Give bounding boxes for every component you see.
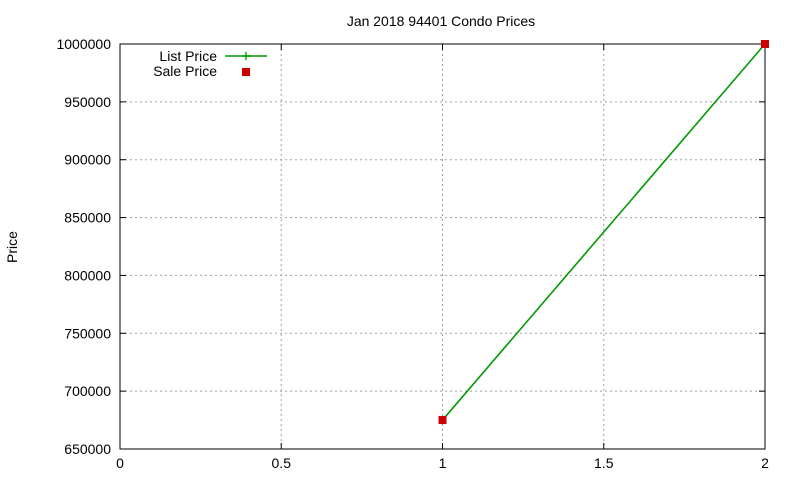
sale-price-point xyxy=(761,40,769,48)
y-tick-label: 1000000 xyxy=(56,36,111,52)
y-tick-label: 750000 xyxy=(64,325,111,341)
legend-marker-sale-price xyxy=(242,68,250,76)
legend-label-sale-price: Sale Price xyxy=(153,63,217,79)
y-tick-label: 900000 xyxy=(64,152,111,168)
x-tick-label: 0 xyxy=(116,455,124,471)
x-tick-label: 2 xyxy=(761,455,769,471)
legend-marker-list-price xyxy=(242,52,250,60)
tick-labels: 0 0.5 1 1.5 2 650000 700000 750000 800000 850000 9… xyxy=(56,36,769,471)
y-tick-label: 800000 xyxy=(64,267,111,283)
chart-title: Jan 2018 94401 Condo Prices xyxy=(347,13,535,29)
y-axis-label: Price xyxy=(4,231,20,263)
x-tick-label: 0.5 xyxy=(272,455,292,471)
y-tick-label: 950000 xyxy=(64,94,111,110)
series-layer xyxy=(438,40,769,425)
y-tick-label: 700000 xyxy=(64,383,111,399)
plot-frame xyxy=(119,43,766,450)
y-tick-label: 850000 xyxy=(64,210,111,226)
x-tick-label: 1.5 xyxy=(594,455,614,471)
y-tick-label: 650000 xyxy=(64,441,111,457)
sale-price-point xyxy=(438,416,447,425)
x-tick-label: 1 xyxy=(439,455,447,471)
legend-label-list-price: List Price xyxy=(159,48,217,64)
list-price-line xyxy=(441,43,766,421)
grid-lines xyxy=(120,44,765,449)
